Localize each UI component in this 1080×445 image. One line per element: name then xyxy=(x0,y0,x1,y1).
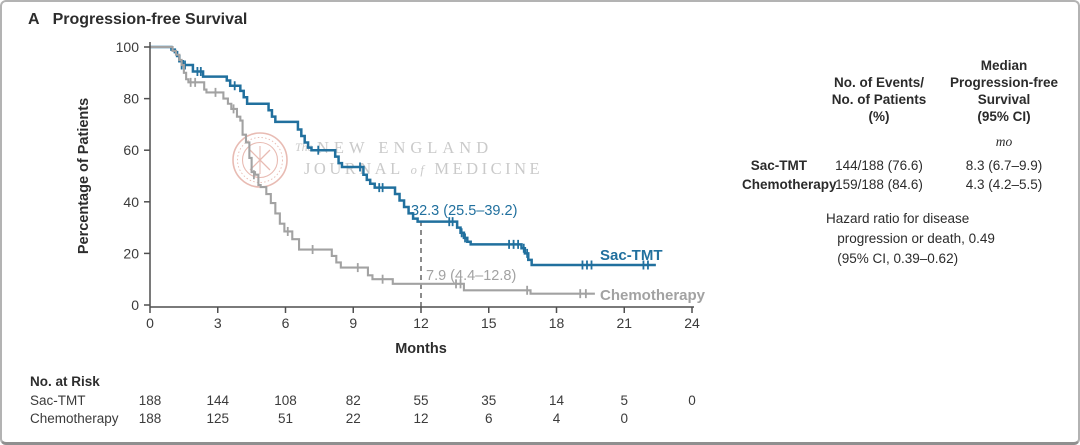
risk-count: 0 xyxy=(620,411,628,426)
risk-count: 4 xyxy=(553,411,561,426)
risk-count: 51 xyxy=(278,411,293,426)
curve-label-chemotherapy: Chemotherapy xyxy=(600,287,706,304)
risk-count: 14 xyxy=(549,393,565,408)
x-tick-label: 18 xyxy=(549,315,565,331)
panel-title-label: Progression-free Survival xyxy=(52,11,248,28)
axes xyxy=(144,42,694,313)
y-tick-label: 100 xyxy=(116,39,140,55)
x-tick-label: 3 xyxy=(214,315,222,331)
risk-count: 188 xyxy=(139,393,162,408)
y-tick-label: 80 xyxy=(123,91,139,107)
risk-row-label-chemotherapy: Chemotherapy xyxy=(30,411,119,426)
x-tick-label: 12 xyxy=(413,315,429,331)
x-tick-label: 15 xyxy=(481,315,497,331)
chemotherapy-median-value: 4.3 (4.2–5.5) xyxy=(965,176,1043,192)
sac-tmt-events-value: 144/188 (76.6) xyxy=(835,157,923,173)
y-tick-label: 60 xyxy=(123,142,139,158)
rate-annotation-chemotherapy: 7.9 (4.4–12.8) xyxy=(426,268,516,284)
x-tick-label: 21 xyxy=(616,315,632,331)
panel-title: A Progression-free Survival xyxy=(28,11,247,29)
number-at-risk-table: No. at Risk Sac-TMT 188 144 108 82 55 35 14 5 0 Che… xyxy=(30,374,696,426)
rate-annotation-sac-tmt: 32.3 (25.5–39.2) xyxy=(411,203,517,219)
survival-step-line xyxy=(150,45,656,267)
x-tick-label: 6 xyxy=(282,315,290,331)
risk-row-label-sac-tmt: Sac-TMT xyxy=(30,393,86,408)
median-units-label: mo xyxy=(995,133,1013,149)
chemotherapy-events-value: 159/188 (84.6) xyxy=(835,176,923,192)
y-tick-label: 0 xyxy=(131,297,139,313)
risk-count: 108 xyxy=(274,393,297,408)
events-column-header: No. of Events/ No. of Patients (%) xyxy=(831,75,927,125)
y-axis-title: Percentage of Patients xyxy=(76,98,92,254)
summary-row-label-sac-tmt: Sac-TMT xyxy=(750,157,807,173)
risk-count: 125 xyxy=(206,411,229,426)
risk-count: 35 xyxy=(481,393,496,408)
risk-count: 55 xyxy=(413,393,428,408)
outcomes-summary-table: No. of Events/ No. of Patients (%) Media… xyxy=(742,57,1064,269)
svg-text:NEW ENGLAND: NEW ENGLAND xyxy=(317,138,493,157)
x-axis-title: Months xyxy=(395,341,447,357)
summary-row-label-chemotherapy: Chemotherapy xyxy=(742,176,837,192)
panel-letter-label: A xyxy=(28,11,40,28)
x-tick-label: 9 xyxy=(349,315,357,331)
median-column-header: Median Progression-free Survival (95% CI… xyxy=(949,58,1059,125)
risk-count: 22 xyxy=(346,411,361,426)
x-tick-label: 24 xyxy=(684,315,700,331)
sac-tmt-median-value: 8.3 (6.7–9.9) xyxy=(965,157,1043,173)
y-tick-label: 40 xyxy=(123,194,139,210)
y-tick-label: 20 xyxy=(123,245,139,261)
km-curve-chemotherapy xyxy=(150,45,595,299)
risk-count: 5 xyxy=(620,393,628,408)
risk-count: 6 xyxy=(485,411,493,426)
risk-table-header: No. at Risk xyxy=(30,374,100,389)
nejm-seal-icon xyxy=(232,132,288,188)
risk-count: 12 xyxy=(413,411,428,426)
risk-count: 144 xyxy=(206,393,229,408)
risk-count: 188 xyxy=(139,411,162,426)
x-tick-label: 0 xyxy=(146,315,154,331)
curve-label-sac-tmt: Sac-TMT xyxy=(600,247,663,264)
hazard-ratio-note: Hazard ratio for disease progression or … xyxy=(826,210,995,266)
risk-count: 82 xyxy=(346,393,361,408)
risk-count: 0 xyxy=(688,393,696,408)
